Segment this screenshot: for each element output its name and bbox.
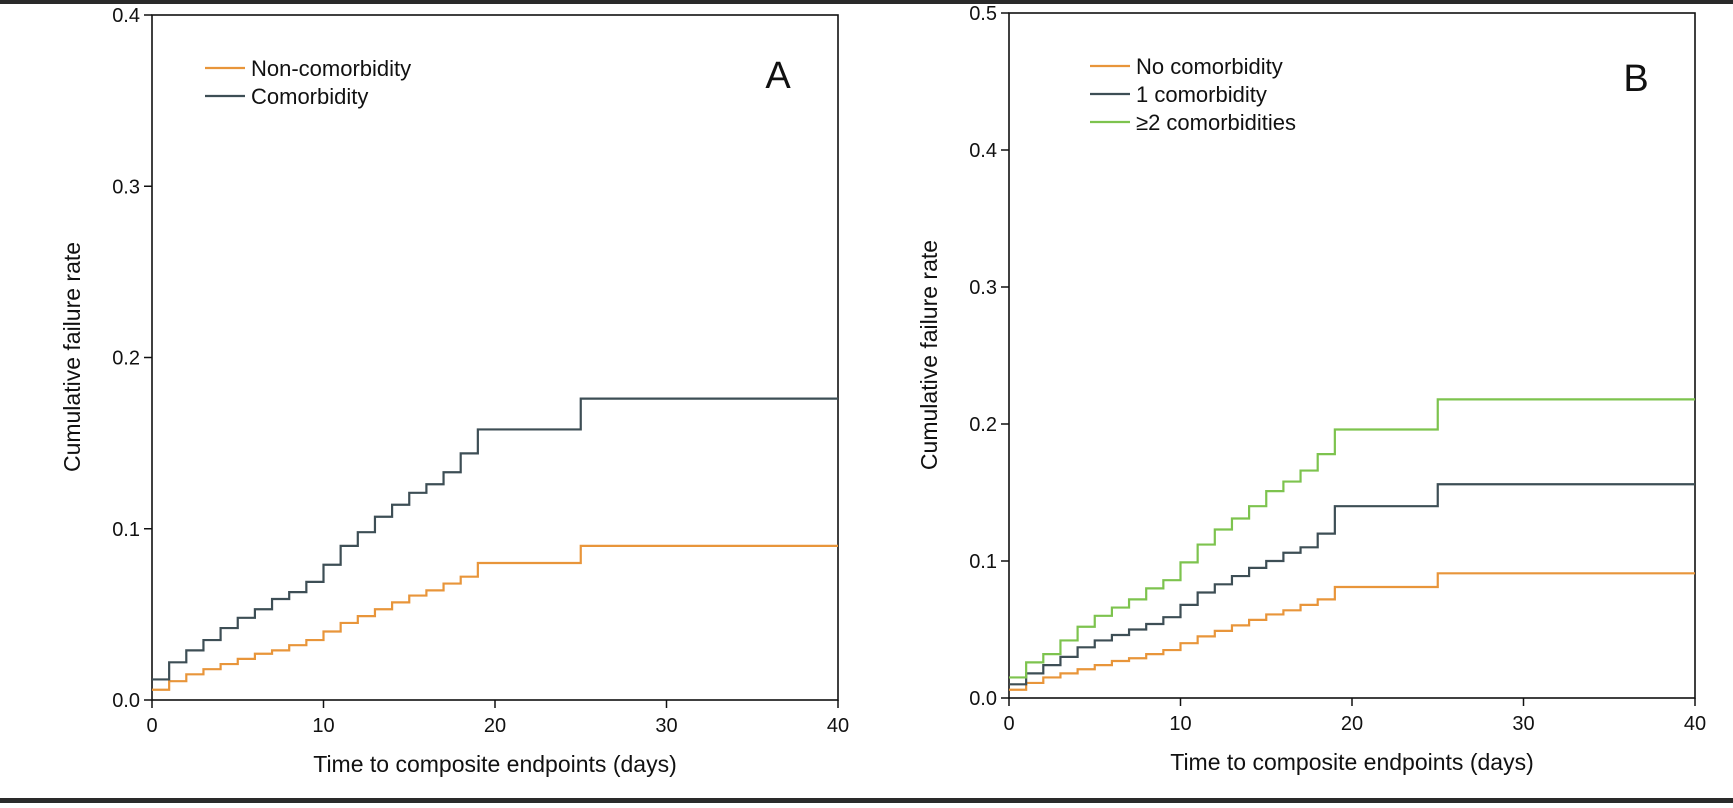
y-axis-title: Cumulative failure rate: [59, 242, 85, 472]
x-tick-label: 40: [827, 715, 849, 737]
x-tick-label: 40: [1684, 713, 1706, 735]
x-axis-title: Time to composite endpoints (days): [1170, 749, 1533, 775]
x-tick-label: 0: [1003, 713, 1014, 735]
x-tick-label: 20: [1341, 713, 1363, 735]
plot-frame-A: [151, 14, 839, 701]
panel-letter: B: [1623, 58, 1648, 100]
y-tick-label: 0.2: [969, 414, 997, 436]
y-tick-label: 0.0: [969, 688, 997, 710]
y-tick-label: 0.1: [969, 551, 997, 573]
top-border: [0, 0, 1733, 4]
y-tick-label: 0.4: [969, 140, 997, 162]
panel-letter: A: [765, 55, 791, 97]
y-tick-label: 0.3: [112, 176, 140, 198]
legend-label: Non-comorbidity: [251, 56, 411, 81]
y-tick-label: 0.2: [112, 348, 140, 370]
legend-label: No comorbidity: [1136, 54, 1283, 79]
legend-label: Comorbidity: [251, 84, 368, 109]
x-tick-label: 30: [1512, 713, 1534, 735]
y-tick-label: 0.0: [112, 690, 140, 712]
bottom-border: [0, 798, 1733, 803]
legend-label: 1 comorbidity: [1136, 82, 1267, 107]
x-tick-label: 10: [1169, 713, 1191, 735]
series-line-2: [152, 397, 838, 681]
legend-label: ≥2 comorbidities: [1136, 110, 1296, 135]
y-tick-label: 0.5: [969, 3, 997, 25]
plot-frame-B: [1008, 12, 1696, 699]
x-tick-label: 30: [655, 715, 677, 737]
y-tick-label: 0.4: [112, 5, 140, 27]
x-axis-title: Time to composite endpoints (days): [313, 751, 676, 777]
x-tick-label: 0: [146, 715, 157, 737]
series-line-1: [1009, 572, 1695, 691]
series-line-3: [1009, 398, 1695, 679]
x-tick-label: 20: [484, 715, 506, 737]
y-tick-label: 0.3: [969, 277, 997, 299]
series-line-1: [152, 544, 838, 691]
x-tick-label: 10: [312, 715, 334, 737]
y-tick-label: 0.1: [112, 519, 140, 541]
series-line-2: [1009, 483, 1695, 686]
y-axis-title: Cumulative failure rate: [916, 240, 942, 470]
